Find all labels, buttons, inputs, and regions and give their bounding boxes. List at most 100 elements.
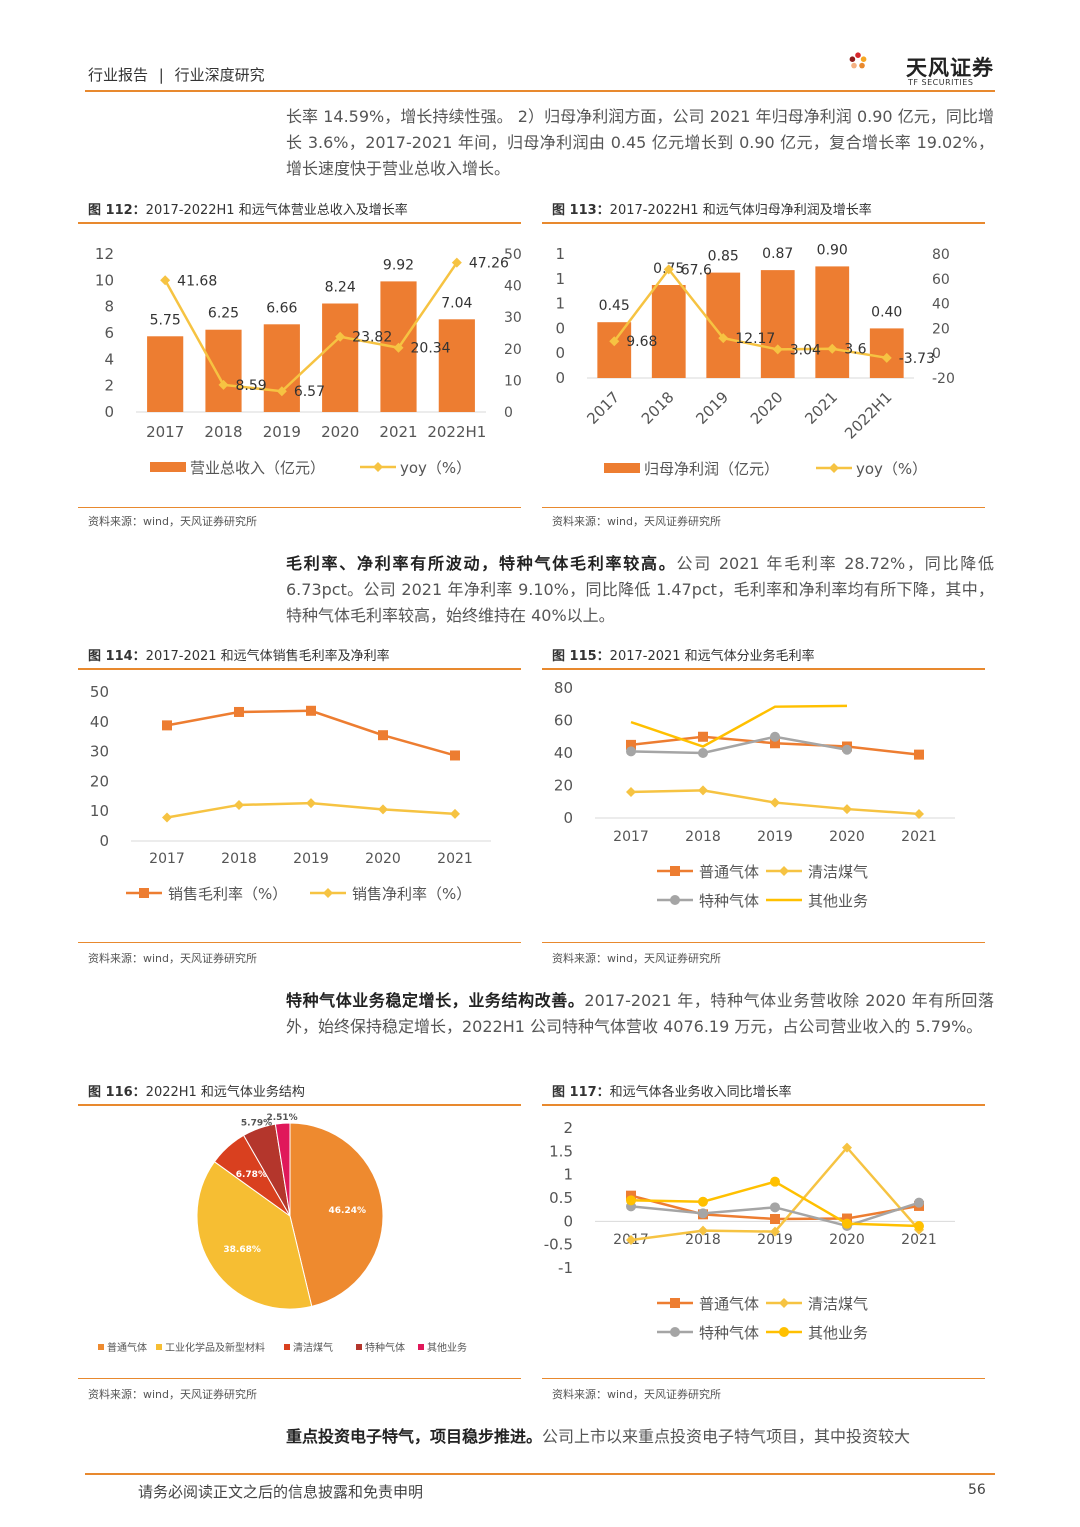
footer-disclaimer: 请务必阅读正文之后的信息披露和免责申明 — [138, 1483, 424, 1501]
legend-marker — [779, 1327, 789, 1337]
legend-label: 普通气体 — [699, 863, 759, 881]
y-tick-label: 0.5 — [549, 1189, 573, 1207]
yoy-point — [393, 342, 404, 353]
figure-116-divider — [78, 1104, 521, 1106]
yoy-value-label: 47.26 — [469, 256, 509, 272]
series-point — [450, 808, 460, 819]
y-left-tick-label: 6 — [104, 324, 114, 342]
bar-value-label: 7.04 — [441, 295, 472, 311]
y-left-tick-label: 0 — [104, 403, 114, 421]
figure-112-number: 图 112： — [88, 203, 146, 218]
series-line — [630, 1145, 920, 1242]
series-point — [842, 804, 852, 815]
y-left-tick-label: 0 — [555, 369, 565, 387]
source-divider-115 — [542, 942, 985, 943]
y-tick-label: 0 — [563, 1212, 573, 1230]
legend-swatch — [284, 1344, 290, 1350]
yoy-value-label: -3.73 — [899, 351, 935, 367]
source-divider-112 — [78, 507, 521, 508]
y-tick-label: 1.5 — [549, 1142, 573, 1160]
legend-label: 销售毛利率（%） — [168, 885, 287, 903]
x-tick-label: 2020 — [829, 829, 865, 845]
y-tick-label: 80 — [554, 679, 573, 697]
bar — [651, 285, 686, 378]
series-point — [842, 1142, 852, 1153]
yoy-point — [827, 343, 838, 354]
series-line — [166, 709, 456, 757]
legend-marker — [779, 866, 789, 876]
paragraph-2: 毛利率、净利率有所波动，特种气体毛利率较高。公司 2021 年毛利率 28.72… — [286, 551, 994, 629]
y-tick-label: 20 — [554, 777, 573, 795]
bar — [597, 322, 632, 378]
y-left-tick-label: 1 — [555, 270, 565, 288]
figure-117-title: 图 117：和远气体各业务收入同比增长率 — [552, 1081, 792, 1100]
series-point — [770, 1226, 780, 1237]
pie-value-label: 5.79% — [241, 1118, 272, 1128]
series-point — [626, 787, 636, 797]
legend-swatch — [418, 1344, 424, 1350]
x-tick-label: 2022H1 — [841, 388, 895, 442]
series-point — [914, 1197, 924, 1208]
legend-swatch — [156, 1344, 162, 1350]
legend-label: 其他业务 — [427, 1341, 467, 1354]
series-point — [450, 750, 460, 761]
y-right-tick-label: 40 — [504, 279, 521, 295]
y-left-tick-label: 4 — [104, 350, 114, 368]
legend-marker — [670, 1327, 680, 1337]
figure-117-number: 图 117： — [552, 1085, 610, 1100]
legend-label: 特种气体 — [699, 1324, 759, 1342]
legend-bar-swatch — [150, 462, 186, 472]
paragraph-1: 长率 14.59%，增长持续性强。 2）归母净利润方面，公司 2021 年归母净… — [286, 107, 994, 178]
y-right-tick-label: 0 — [504, 405, 513, 421]
legend-swatch — [98, 1344, 104, 1350]
series-point — [770, 1214, 780, 1224]
source-115: 资料来源：wind，天风证券研究所 — [552, 952, 722, 965]
y-left-tick-label: 0 — [555, 319, 565, 337]
bar-value-label: 0.45 — [599, 298, 630, 314]
series-point — [914, 749, 924, 760]
y-tick-label: 0 — [563, 809, 573, 827]
y-tick-label: 10 — [90, 802, 109, 820]
source-116: 资料来源：wind，天风证券研究所 — [88, 1388, 258, 1401]
figure-115-number: 图 115： — [552, 649, 610, 664]
y-tick-label: 0 — [99, 832, 109, 850]
y-tick-label: 40 — [554, 744, 573, 762]
yoy-point — [718, 333, 729, 344]
x-tick-label: 2018 — [685, 1232, 721, 1248]
yoy-point — [160, 275, 171, 286]
x-tick-label: 2020 — [747, 388, 787, 428]
figure-114-title: 图 114：2017-2021 和远气体销售毛利率及净利率 — [88, 645, 390, 664]
series-point — [698, 731, 708, 742]
legend-label: 其他业务 — [808, 892, 868, 910]
series-line — [630, 704, 848, 748]
y-left-tick-label: 1 — [555, 295, 565, 313]
series-point — [234, 706, 244, 717]
y-left-tick-label: 0 — [555, 344, 565, 362]
bar — [263, 324, 300, 412]
page-number: 56 — [968, 1482, 986, 1498]
y-tick-label: -1 — [558, 1259, 573, 1277]
x-tick-label: 2018 — [685, 829, 721, 845]
series-point — [698, 1208, 708, 1219]
series-point — [842, 1213, 852, 1224]
x-tick-label: 2019 — [757, 829, 793, 845]
figure-117-divider — [542, 1104, 985, 1106]
x-tick-label: 2019 — [757, 1232, 793, 1248]
header-separator: | — [158, 66, 164, 84]
legend-line-label: yoy（%） — [856, 460, 927, 478]
legend-label: 特种气体 — [699, 892, 759, 910]
chart-113: 000111-200204060800.450.750.850.870.900.… — [555, 242, 954, 478]
y-left-tick-label: 12 — [95, 245, 114, 263]
chart-117: -1-0.500.511.5220172018201920202021普通气体清… — [544, 1119, 955, 1342]
x-tick-label: 2017 — [583, 388, 623, 428]
bar — [205, 329, 242, 412]
legend-marker — [670, 895, 680, 905]
series-point — [914, 808, 924, 819]
y-right-tick-label: 30 — [504, 310, 521, 326]
logo-subtitle: TF SECURITIES — [908, 78, 974, 87]
figure-113-number: 图 113： — [552, 203, 610, 218]
x-tick-label: 2021 — [437, 851, 473, 867]
source-117: 资料来源：wind，天风证券研究所 — [552, 1388, 722, 1401]
legend-bar-label: 归母净利润（亿元） — [644, 460, 779, 478]
yoy-point — [335, 331, 346, 342]
